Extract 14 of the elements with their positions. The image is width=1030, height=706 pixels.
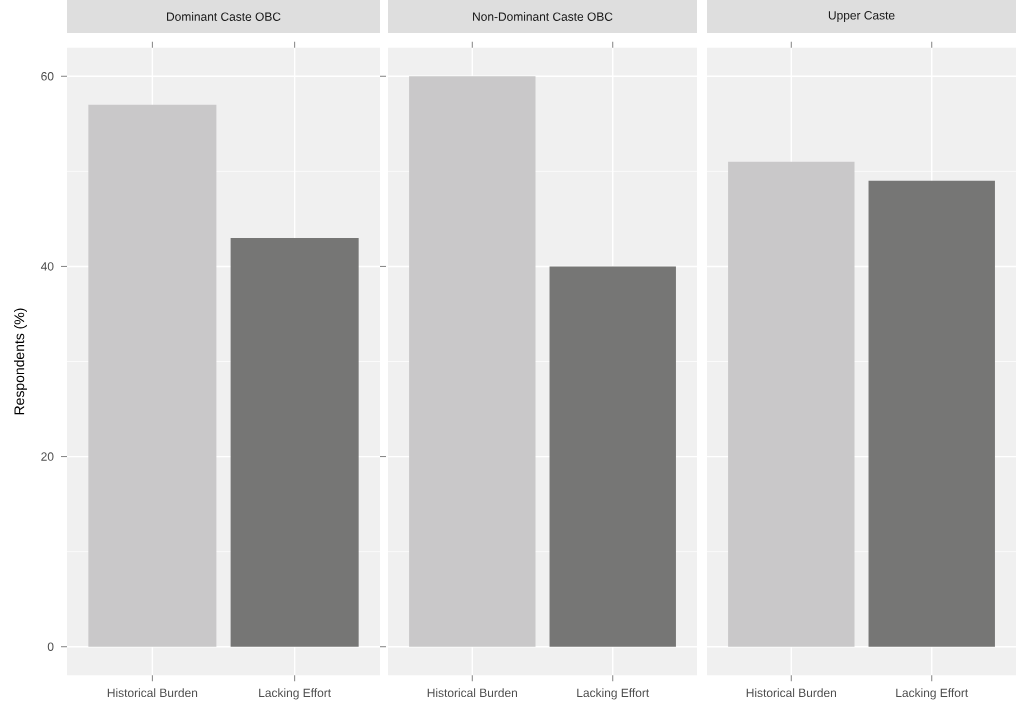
y-tick-label: 0 [47, 642, 54, 651]
y-tick-label: 60 [41, 72, 54, 81]
chart-title: Non-Dominant Caste OBC [473, 12, 613, 21]
y-axis-title: Respondents (%) [14, 308, 27, 415]
chart-title: Upper Caste [828, 11, 895, 22]
x-tick-label: Lacking Effort [896, 688, 969, 700]
chart-title: Dominant Caste OBC [167, 12, 281, 21]
x-tick-label: Lacking Effort [577, 688, 650, 700]
x-tick-label: Lacking Effort [259, 688, 332, 700]
x-tick-label: Historical Burden [746, 688, 836, 698]
x-tick-label: Historical Burden [107, 688, 198, 698]
x-tick-label: Historical Burden [427, 688, 517, 698]
y-tick-label: 40 [40, 262, 54, 271]
y-tick-label: 20 [41, 452, 54, 461]
